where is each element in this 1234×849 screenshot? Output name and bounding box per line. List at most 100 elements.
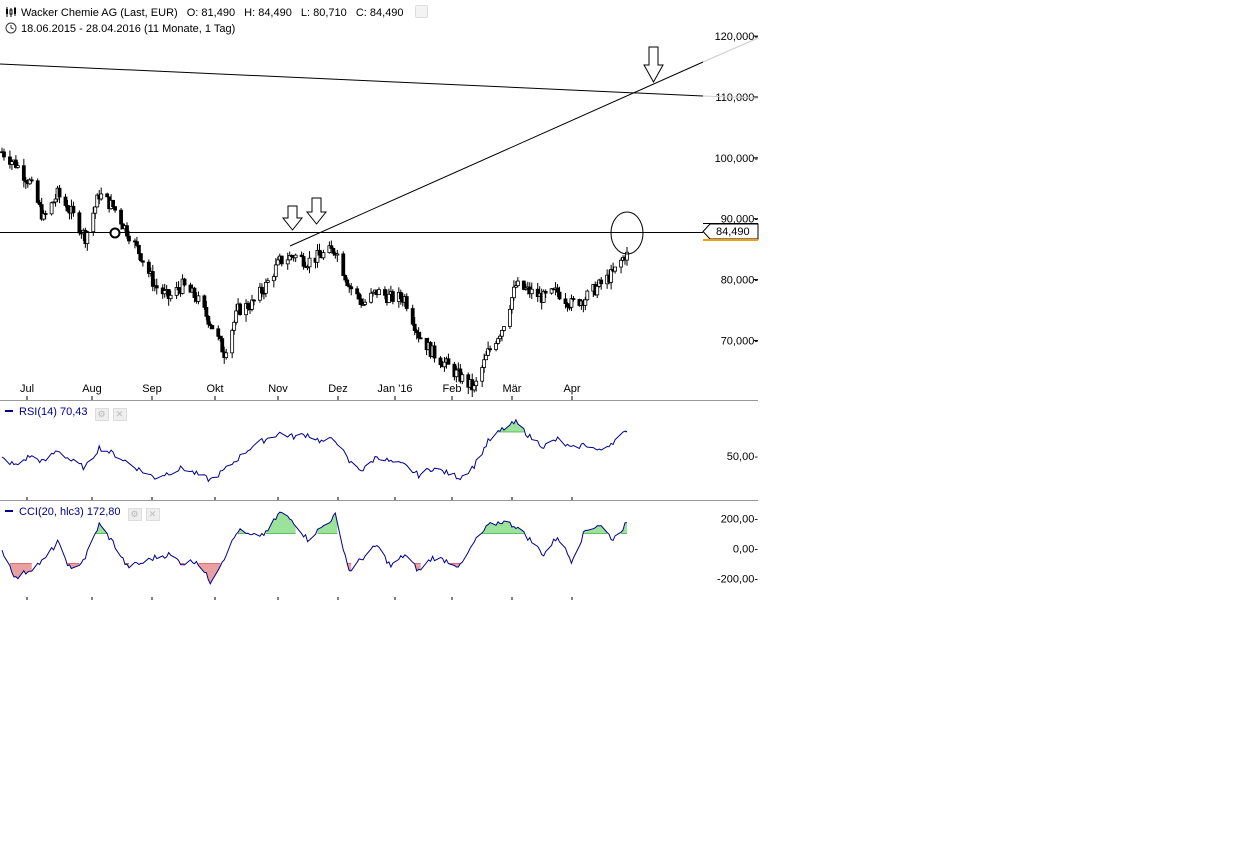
candle [488,345,492,353]
rsi-legend: RSI(14) 70,43 ⚙ ✕ [5,406,127,421]
candle [43,210,48,220]
candle [71,201,76,217]
overbought-fill [317,513,338,534]
candle [265,277,270,284]
candle [279,255,284,267]
candle [196,291,201,305]
candle [111,199,116,209]
candle [510,297,514,314]
y-tick-label: 80,000- [721,275,759,287]
candle [595,281,600,299]
candle [91,206,96,236]
down-arrow-icon[interactable] [281,205,304,231]
candle [273,258,278,280]
candle [230,328,235,359]
candle [418,331,423,340]
candle [349,283,354,296]
x-tick-label: Jan '16 [377,383,412,395]
candle [2,148,6,161]
candle [154,278,159,295]
candle [315,244,320,268]
y-tick-label: 70,000- [721,335,759,347]
cci-name: CCI(20, hlc3) [19,506,84,518]
cci-close-icon[interactable]: ✕ [145,508,160,521]
last-price-label: 84,490 [716,226,750,238]
indicator-y-tick-label: -200,00- [717,574,758,586]
breakdown-marker[interactable] [109,227,121,239]
candle [390,289,395,305]
candle [494,340,498,352]
rsi-close-icon[interactable]: ✕ [112,408,127,421]
rsi-line [1,418,628,483]
candle [613,266,617,274]
y-tick: 100,000- [715,153,759,165]
oversold-fill [9,563,32,579]
candle [146,259,151,278]
y-tick: 110,000- [715,92,758,104]
candle [549,288,554,295]
cci-settings-icon[interactable]: ⚙ [127,508,142,521]
candle [260,283,264,298]
resistance-trendline[interactable] [0,63,704,97]
candle [150,264,155,292]
cci-value: 172,80 [86,506,121,518]
candle [27,177,32,185]
candle [474,377,479,392]
candle [484,350,489,361]
rsi-settings-icon[interactable]: ⚙ [94,408,109,421]
candle [410,304,415,326]
candle [293,253,298,263]
candle [35,178,40,204]
candle [512,280,516,301]
candle [307,251,312,274]
candle [482,353,487,373]
y-tick: 80,000- [721,275,759,287]
support-trendline[interactable] [289,61,704,247]
x-tick-label: Feb [443,383,462,395]
date-range: 18.06.2015 - 28.04.2016 (11 Monate, 1 Ta… [21,23,236,35]
candle [238,302,242,316]
x-tick-label: Aug [82,383,102,395]
candle [137,244,141,261]
candle [285,252,290,270]
x-tick-label: Jul [20,383,34,395]
candle [321,249,326,260]
x-tick-label: Nov [268,383,288,395]
candle [57,185,62,204]
y-tick: 70,000- [721,335,759,347]
rsi-name: RSI(14) [19,406,57,418]
candle [515,277,520,288]
candle [500,329,504,342]
price-x-axis: Jul Aug Sep Okt Nov Dez Jan '16 Feb Mär Apr [20,383,581,400]
candle [119,207,123,230]
candle [8,150,12,169]
y-tick: 120,000- [715,31,759,43]
candle [535,282,540,302]
candle [208,321,213,330]
last-price-marker: 84,490 [702,223,759,241]
candle [571,295,576,302]
candle [508,305,512,329]
overbought-fill [498,419,524,432]
candle [275,256,280,266]
cci-x-ticks [26,597,573,600]
candle [168,290,173,302]
candle [232,320,237,335]
candle [21,158,26,188]
support-trendline-extension [702,37,759,63]
highlight-ellipse[interactable] [610,211,644,255]
down-arrow-icon[interactable] [305,197,328,225]
candle [244,299,248,322]
candle [224,348,229,360]
overbought-fill [95,522,108,534]
candle [113,206,117,213]
candle [583,296,588,311]
candle [557,286,562,301]
candle [446,353,451,365]
candle [416,327,421,343]
candle [49,201,54,216]
down-arrow-icon[interactable] [643,46,664,84]
settings-icon[interactable] [414,5,428,18]
candle [625,247,629,266]
